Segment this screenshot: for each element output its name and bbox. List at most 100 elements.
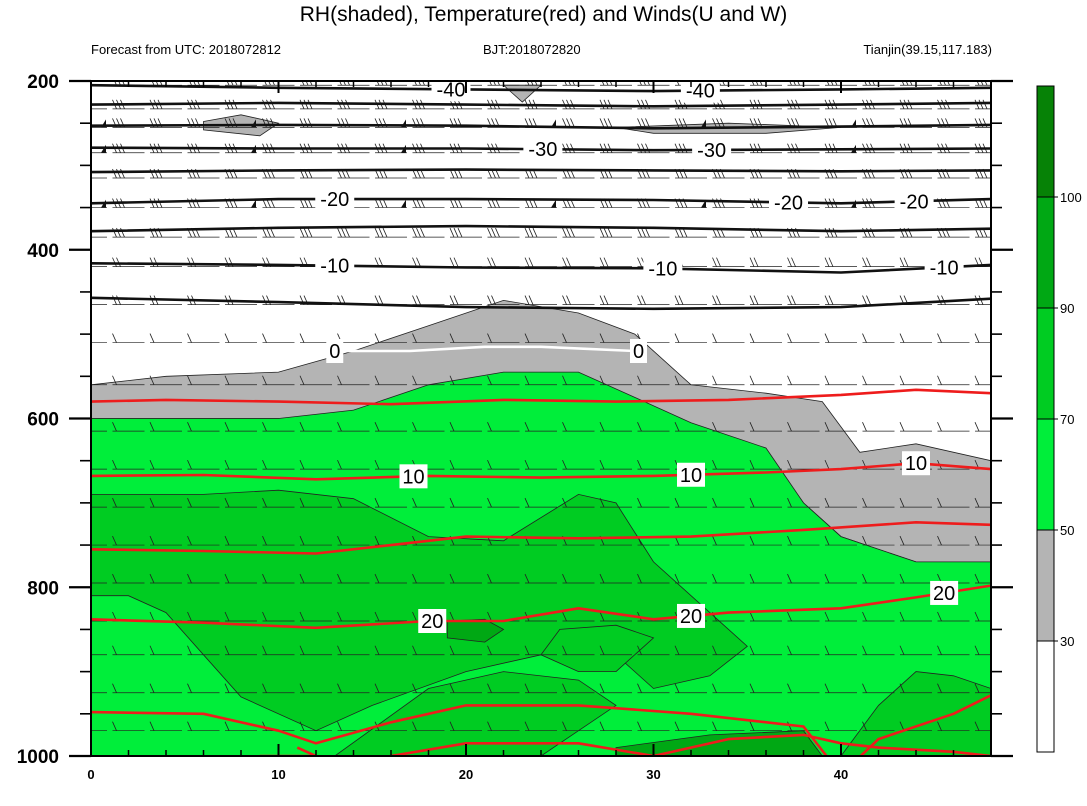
wind-barb-tick — [337, 497, 342, 508]
wind-barb-tick — [262, 721, 267, 731]
wind-barb-tick — [524, 721, 530, 731]
wind-barb-tick — [299, 375, 305, 385]
wind-barb-flag — [1001, 145, 1006, 153]
wind-barb-tick — [824, 683, 830, 693]
isotherm-red — [91, 388, 991, 406]
wind-barb-tick — [749, 118, 755, 128]
wind-barb-tick — [112, 535, 117, 546]
wind-barb-tick — [947, 81, 950, 86]
wind-barb-tick — [83, 100, 87, 109]
wind-barb-tick — [637, 227, 642, 238]
wind-barb-tick — [187, 683, 192, 693]
wind-barb-tick — [982, 99, 988, 110]
rh-region-green2 — [540, 624, 655, 672]
wind-barb-tick — [337, 535, 342, 546]
wind-barb-tick — [112, 375, 117, 385]
wind-barb-tick — [75, 498, 79, 507]
wind-barb-tick — [497, 81, 500, 86]
colorbar-box — [1036, 640, 1055, 753]
wind-barb-tick — [749, 198, 755, 208]
wind-barb-tick — [787, 333, 792, 343]
wind-barb-flag — [1001, 200, 1006, 208]
wind-barb-tick — [599, 99, 605, 110]
wind-barb-tick — [791, 143, 796, 153]
colorbar-label: 50 — [1060, 523, 1074, 538]
wind-barb-tick — [262, 99, 267, 110]
wind-barb-tick — [374, 227, 380, 238]
isotherm-red — [259, 746, 318, 756]
wind-barb-tick — [599, 721, 605, 731]
wind-barb-tick — [562, 421, 567, 432]
wind-barb-tick — [224, 497, 230, 508]
wind-barb-tick — [412, 333, 417, 343]
rh-region-green3 — [446, 618, 505, 643]
wind-barb-tick — [637, 721, 642, 731]
wind-barb-tick — [337, 683, 342, 693]
wind-barb-flag — [251, 199, 256, 208]
wind-barb-tick — [824, 497, 830, 508]
wind-barb-tick — [262, 683, 267, 693]
wind-barb-tick — [647, 81, 650, 86]
wind-barb-tick — [605, 81, 609, 86]
wind-barb-tick — [149, 611, 155, 622]
contour-label-box — [680, 78, 720, 103]
wind-barb-tick — [789, 81, 792, 86]
wind-barb-tick — [112, 645, 117, 655]
wind-barb-tick — [787, 535, 792, 546]
wind-barb-tick — [749, 375, 755, 385]
wind-barb-tick — [337, 721, 342, 731]
wind-barb-tick — [712, 645, 717, 655]
wind-barb-tick — [224, 421, 230, 432]
wind-barb-tick — [449, 683, 455, 693]
wind-barb-tick — [528, 295, 534, 305]
wind-barb-tick — [412, 375, 417, 385]
isotherm-black — [91, 296, 991, 311]
wind-barb-tick — [720, 99, 725, 110]
wind-barb-tick — [487, 611, 492, 622]
wind-barb-tick — [75, 376, 79, 385]
wind-barb-tick — [599, 645, 605, 655]
wind-barb-tick — [374, 497, 380, 508]
wind-barb-tick — [262, 227, 267, 238]
wind-barb-tick — [599, 421, 605, 432]
wind-barb-tick — [299, 721, 305, 731]
wind-barb-tick — [599, 295, 605, 305]
wind-barb-tick — [224, 459, 230, 470]
wind-barb-tick — [716, 295, 721, 305]
wind-barb-tick — [487, 683, 492, 693]
wind-barb-tick — [412, 611, 417, 622]
wind-barb-tick — [712, 333, 717, 343]
wind-barb-tick — [75, 612, 79, 621]
wind-barb-tick — [753, 295, 759, 305]
wind-barb-tick — [79, 100, 83, 109]
wind-barb-tick — [787, 683, 792, 693]
wind-barb-tick — [899, 573, 905, 584]
wind-barb-tick — [787, 497, 792, 508]
contour-label: -40 — [686, 81, 715, 103]
wind-barb-tick — [75, 144, 79, 153]
wind-barb-tick — [862, 611, 867, 622]
wind-barb-tick — [116, 295, 121, 305]
wind-barb-tick — [491, 257, 496, 267]
wind-barb-tick — [303, 227, 309, 238]
wind-barb-tick — [75, 646, 79, 655]
contour-label-box — [924, 255, 964, 280]
wind-barb-tick — [449, 295, 455, 305]
isotherm-black — [91, 197, 991, 205]
wind-barb-tick — [566, 257, 571, 267]
wind-barb-tick — [270, 227, 275, 238]
wind-barb-tick — [599, 118, 605, 128]
wind-barb-tick — [337, 645, 342, 655]
wind-barb-tick — [637, 645, 642, 655]
wind-barb-tick — [449, 611, 455, 622]
wind-barb-tick — [487, 295, 492, 305]
wind-barb-tick — [75, 334, 79, 343]
y-tick-label: 800 — [27, 578, 59, 599]
wind-barb-tick — [974, 573, 980, 584]
wind-barb-tick — [572, 81, 575, 86]
isotherm-black — [91, 123, 991, 130]
wind-barb-tick — [674, 645, 680, 655]
wind-barb-tick — [607, 99, 613, 110]
wind-barb-tick — [528, 227, 534, 238]
x-tick-label: 10 — [271, 767, 285, 782]
